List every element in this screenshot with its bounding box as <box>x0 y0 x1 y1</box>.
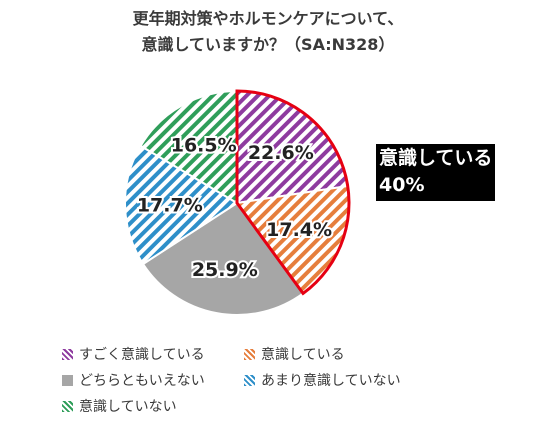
legend-swatch-3 <box>62 374 73 386</box>
value-label-slice-4: 17.7% <box>137 194 203 216</box>
legend-label-3: どちらともいえない <box>79 373 205 389</box>
value-label-slice-5: 16.5% <box>171 135 237 157</box>
chart-title-line-2: 意識していますか？（SA:N328） <box>141 35 395 54</box>
legend-label-5: 意識していない <box>79 399 177 415</box>
pie-slice-5 <box>139 89 238 205</box>
highlight-outline <box>235 89 351 296</box>
pie-slice-4 <box>124 144 239 266</box>
legend-item-1: すごく意識している <box>62 344 205 364</box>
chart-title-line-1: 更年期対策やホルモンケアについて、 <box>132 9 404 28</box>
legend-swatch-1 <box>62 348 73 360</box>
legend-label-1: すごく意識している <box>79 347 205 363</box>
awareness-callout: 意識している 40% <box>376 144 496 201</box>
legend-swatch-4 <box>244 374 255 386</box>
legend-swatch-2 <box>244 348 255 360</box>
callout-label: 意識している <box>379 147 493 169</box>
legend-item-2: 意識している <box>244 344 345 364</box>
value-label-slice-3: 25.9% <box>192 259 258 281</box>
legend-label-2: 意識している <box>261 347 345 363</box>
value-label-slice-2: 17.4% <box>266 219 332 241</box>
legend-swatch-5 <box>62 400 73 412</box>
legend-item-3: どちらともいえない <box>62 370 205 390</box>
legend-label-4: あまり意識していない <box>261 373 401 389</box>
legend-item-4: あまり意識していない <box>244 370 401 390</box>
callout-percent: 40% <box>379 174 425 196</box>
value-label-slice-1: 22.6% <box>248 142 314 164</box>
chart-title: 更年期対策やホルモンケアについて、 意識していますか？（SA:N328） <box>0 6 536 58</box>
pie-slice-3 <box>141 201 305 316</box>
legend-item-5: 意識していない <box>62 396 177 416</box>
